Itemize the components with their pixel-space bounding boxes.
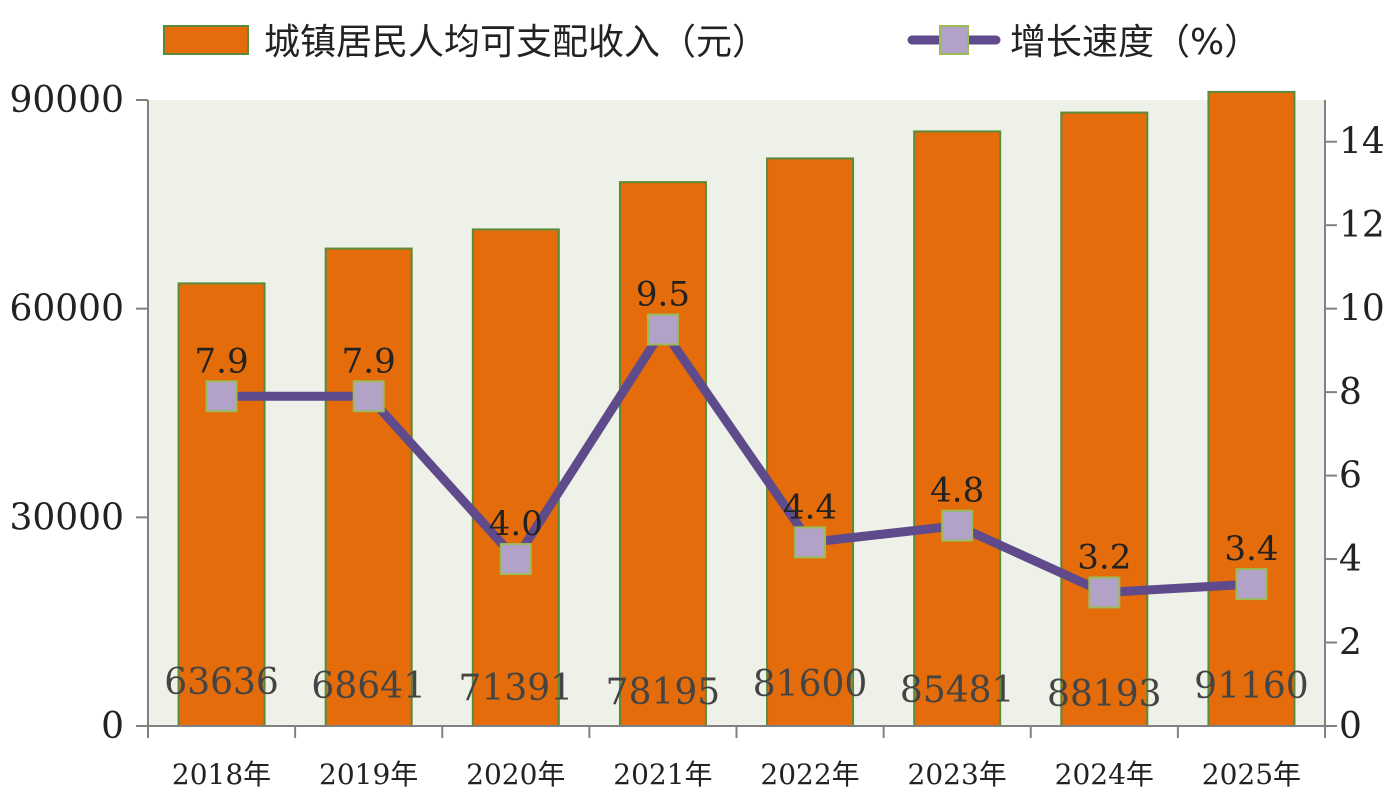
bar-value-label: 91160 [1194, 666, 1309, 707]
bar-value-label: 68641 [311, 666, 426, 707]
right-tick-label: 8 [1339, 372, 1362, 413]
bar-2018年 [177, 282, 266, 727]
legend-bar-label: 城镇居民人均可支配收入（元） [264, 22, 768, 63]
growth-value-label: 4.4 [783, 487, 837, 527]
plot-background [148, 100, 1325, 726]
growth-value-label: 3.2 [1077, 537, 1131, 577]
x-tick-label: 2025年 [1202, 758, 1301, 791]
bar-value-label: 71391 [459, 668, 574, 709]
growth-marker-2020年 [499, 543, 532, 576]
growth-value-label: 7.9 [342, 341, 396, 381]
x-tick-label: 2023年 [908, 758, 1007, 791]
legend-line-marker [939, 25, 969, 55]
growth-marker-2023年 [941, 509, 974, 542]
growth-value-label: 4.0 [489, 504, 543, 544]
growth-value-label: 4.8 [930, 471, 984, 511]
x-tick-label: 2018年 [172, 758, 271, 791]
right-tick-label: 10 [1339, 289, 1385, 330]
right-tick-label: 4 [1339, 539, 1362, 580]
left-tick-label: 0 [101, 706, 124, 747]
x-tick-label: 2021年 [613, 758, 712, 791]
left-tick-label: 90000 [9, 80, 124, 121]
left-tick-label: 60000 [9, 289, 124, 330]
growth-marker-2018年 [205, 380, 238, 413]
growth-line [217, 325, 1256, 597]
legend-line-label: 增长速度（%） [1010, 22, 1260, 63]
x-tick-label: 2024年 [1055, 758, 1154, 791]
left-tick-label: 30000 [9, 497, 124, 538]
bar-2020年 [471, 228, 560, 727]
legend: 城镇居民人均可支配收入（元） 增长速度（%） [163, 22, 1260, 63]
growth-marker-2019年 [352, 380, 385, 413]
bar-value-label: 63636 [164, 662, 279, 703]
bar-2023年 [913, 130, 1002, 728]
bar-value-label: 78195 [606, 672, 721, 713]
x-tick-label: 2020年 [466, 758, 565, 791]
right-tick-label: 0 [1339, 706, 1362, 747]
x-tick-label: 2022年 [760, 758, 859, 791]
growth-marker-2022年 [794, 526, 827, 559]
bar-2022年 [766, 157, 855, 727]
line-series [205, 313, 1268, 609]
x-tick-label: 2019年 [319, 758, 418, 791]
bar-2024年 [1060, 111, 1149, 728]
right-tick-label: 14 [1339, 122, 1385, 163]
legend-bar-swatch [163, 25, 249, 55]
growth-value-label: 9.5 [636, 275, 690, 315]
right-tick-label: 12 [1339, 205, 1385, 246]
right-tick-label: 6 [1339, 456, 1362, 497]
bar-2021年 [618, 181, 707, 727]
growth-marker-2025年 [1235, 568, 1268, 601]
bar-2019年 [324, 247, 413, 727]
growth-marker-2024年 [1088, 576, 1121, 609]
data-labels: 63636 68641 71391 78195 81600 85481 88193 91160… [164, 275, 1308, 715]
right-tick-label: 2 [1339, 623, 1362, 664]
growth-marker-2021年 [646, 313, 679, 346]
growth-value-label: 7.9 [195, 341, 249, 381]
bar-2025年 [1207, 90, 1296, 727]
axes: 0 30000 60000 90000 0 2 4 6 8 10 12 14 2018年 2019年 202… [9, 80, 1384, 791]
bar-value-label: 85481 [900, 670, 1015, 711]
growth-value-label: 3.4 [1224, 529, 1278, 569]
bar-series [177, 90, 1296, 728]
bar-value-label: 88193 [1047, 674, 1162, 715]
bar-value-label: 81600 [753, 664, 868, 705]
